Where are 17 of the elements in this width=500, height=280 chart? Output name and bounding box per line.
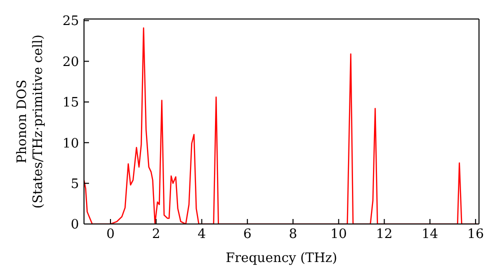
y-tick-label: 10 [62, 136, 79, 152]
x-tick-label: 0 [106, 227, 115, 242]
x-tick-label: 4 [198, 227, 206, 242]
x-tick-label: 2 [152, 227, 160, 242]
x-tick-label: 8 [288, 227, 298, 242]
x-tick-label: 10 [330, 227, 347, 242]
x-tick-label: 12 [376, 227, 393, 242]
y-tick-label: 0 [70, 218, 79, 233]
y-tick-label: 15 [62, 96, 79, 111]
x-tick-label: 16 [467, 227, 484, 242]
x-tick-label: 14 [422, 227, 438, 242]
y-axis-title: Phonon DOS (States/THz·primitive cell) [15, 34, 46, 209]
x-axis-title: Frequency (THz) [226, 251, 338, 266]
y-tick-label: 5 [70, 176, 79, 192]
y-tick-label: 25 [62, 14, 79, 30]
x-tick-label: 6 [243, 227, 252, 242]
y-tick-label: 20 [62, 54, 79, 70]
